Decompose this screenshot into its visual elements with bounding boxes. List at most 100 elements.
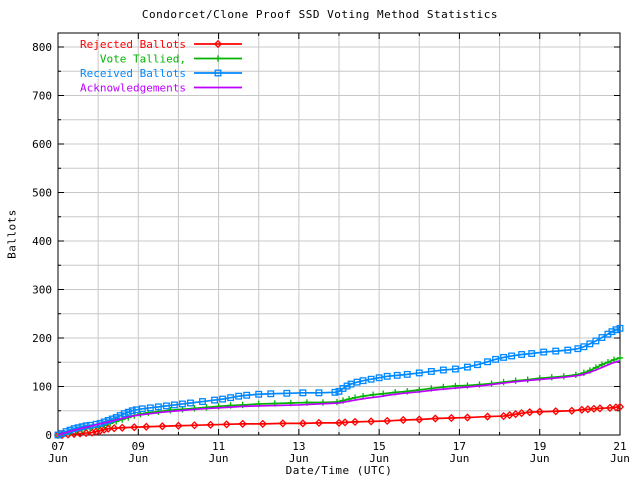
diamond-marker	[222, 420, 231, 429]
diamond-marker	[350, 417, 360, 427]
y-tick-label: 600	[32, 138, 52, 151]
square-marker	[403, 370, 411, 378]
x-tick-label-day: 17	[453, 440, 466, 453]
diamond-marker	[431, 414, 440, 423]
x-axis-title: Date/Time (UTC)	[285, 464, 393, 477]
square-marker	[146, 404, 154, 412]
x-tick-label-day: 13	[292, 440, 305, 453]
square-marker	[500, 353, 508, 361]
square-marker	[484, 358, 491, 366]
square-marker	[464, 363, 471, 371]
square-marker	[451, 365, 459, 373]
square-marker	[552, 347, 560, 355]
square-marker	[331, 388, 339, 396]
square-marker	[383, 372, 391, 380]
diamond-marker	[567, 406, 576, 415]
diamond-marker	[535, 407, 544, 416]
legend-label-acknowledgements: Acknowledgements	[80, 82, 186, 95]
x-tick-label-month: Jun	[530, 452, 550, 465]
x-tick-label-day: 21	[613, 440, 626, 453]
diamond-marker	[258, 419, 267, 428]
diamond-marker	[174, 421, 183, 430]
square-marker	[283, 389, 291, 397]
square-marker	[219, 395, 227, 403]
diamond-marker	[158, 422, 167, 431]
square-marker	[439, 366, 447, 374]
square-marker	[138, 405, 146, 413]
square-marker	[616, 324, 624, 332]
x-tick-label-month: Jun	[449, 452, 469, 465]
diamond-marker	[238, 419, 247, 428]
square-marker	[608, 328, 616, 336]
x-tick-label-month: Jun	[289, 452, 309, 465]
diamond-marker	[366, 417, 376, 426]
x-tick-label-day: 07	[51, 440, 64, 453]
square-marker	[128, 407, 136, 415]
y-tick-label: 800	[32, 41, 52, 54]
y-tick-label: 500	[32, 187, 52, 200]
diamond-marker	[334, 418, 344, 427]
diamond-marker	[110, 424, 119, 433]
diamond-marker	[551, 407, 560, 416]
square-marker	[427, 368, 435, 375]
diamond-marker	[81, 428, 91, 438]
x-tick-label-month: Jun	[128, 452, 148, 465]
diamond-marker	[383, 416, 392, 426]
chart-title: Condorcet/Clone Proof SSD Voting Method …	[141, 8, 499, 21]
diamond-marker	[517, 409, 526, 418]
x-tick-label-month: Jun	[610, 452, 630, 465]
diamond-marker	[314, 418, 324, 427]
y-axis-title: Ballots	[5, 209, 19, 259]
x-tick-label-month: Jun	[209, 452, 229, 465]
square-marker	[299, 389, 307, 397]
diamond-marker	[615, 402, 625, 411]
x-tick-label-month: Jun	[369, 452, 389, 465]
diamond-marker	[525, 408, 534, 417]
diamond-marker	[100, 425, 109, 434]
y-tick-label: 400	[32, 235, 52, 248]
square-marker	[375, 374, 383, 382]
legend-label-rejected-ballots: Rejected Ballots	[80, 38, 186, 51]
square-marker	[227, 394, 235, 402]
square-marker	[508, 352, 516, 360]
diamond-marker	[340, 418, 350, 427]
square-marker	[518, 351, 526, 358]
square-marker	[564, 346, 572, 354]
square-marker	[243, 391, 251, 399]
diamond-marker	[278, 419, 287, 428]
square-marker	[154, 403, 162, 411]
diamond-marker	[399, 415, 408, 425]
diamond-marker	[605, 403, 615, 412]
diamond-marker	[104, 424, 113, 433]
y-tick-label: 700	[32, 90, 52, 103]
square-marker	[492, 355, 500, 363]
square-marker	[474, 361, 481, 369]
legend-label-vote-tallied-: Vote Tallied,	[100, 53, 186, 66]
square-marker	[170, 401, 178, 409]
diamond-marker	[583, 405, 593, 414]
diamond-marker	[447, 413, 456, 423]
diamond-marker	[118, 423, 127, 432]
y-tick-label: 300	[32, 284, 52, 297]
diamond-marker	[206, 420, 215, 429]
diamond-marker	[483, 412, 492, 421]
square-marker	[187, 399, 194, 407]
square-marker	[211, 396, 219, 404]
diamond-marker	[589, 404, 599, 413]
square-marker	[367, 375, 375, 383]
x-tick-label-day: 19	[533, 440, 546, 453]
diamond-marker	[298, 419, 307, 428]
x-tick-label-day: 15	[373, 440, 386, 453]
square-marker	[267, 390, 275, 398]
diamond-marker	[130, 423, 139, 432]
x-tick-label-day: 11	[212, 440, 225, 453]
square-marker	[415, 369, 423, 377]
y-tick-label: 0	[45, 429, 52, 442]
diamond-marker	[213, 39, 223, 49]
square-marker	[540, 348, 548, 356]
square-marker	[255, 390, 263, 398]
square-marker	[120, 410, 128, 418]
series-line-acknowledgements	[57, 359, 621, 436]
